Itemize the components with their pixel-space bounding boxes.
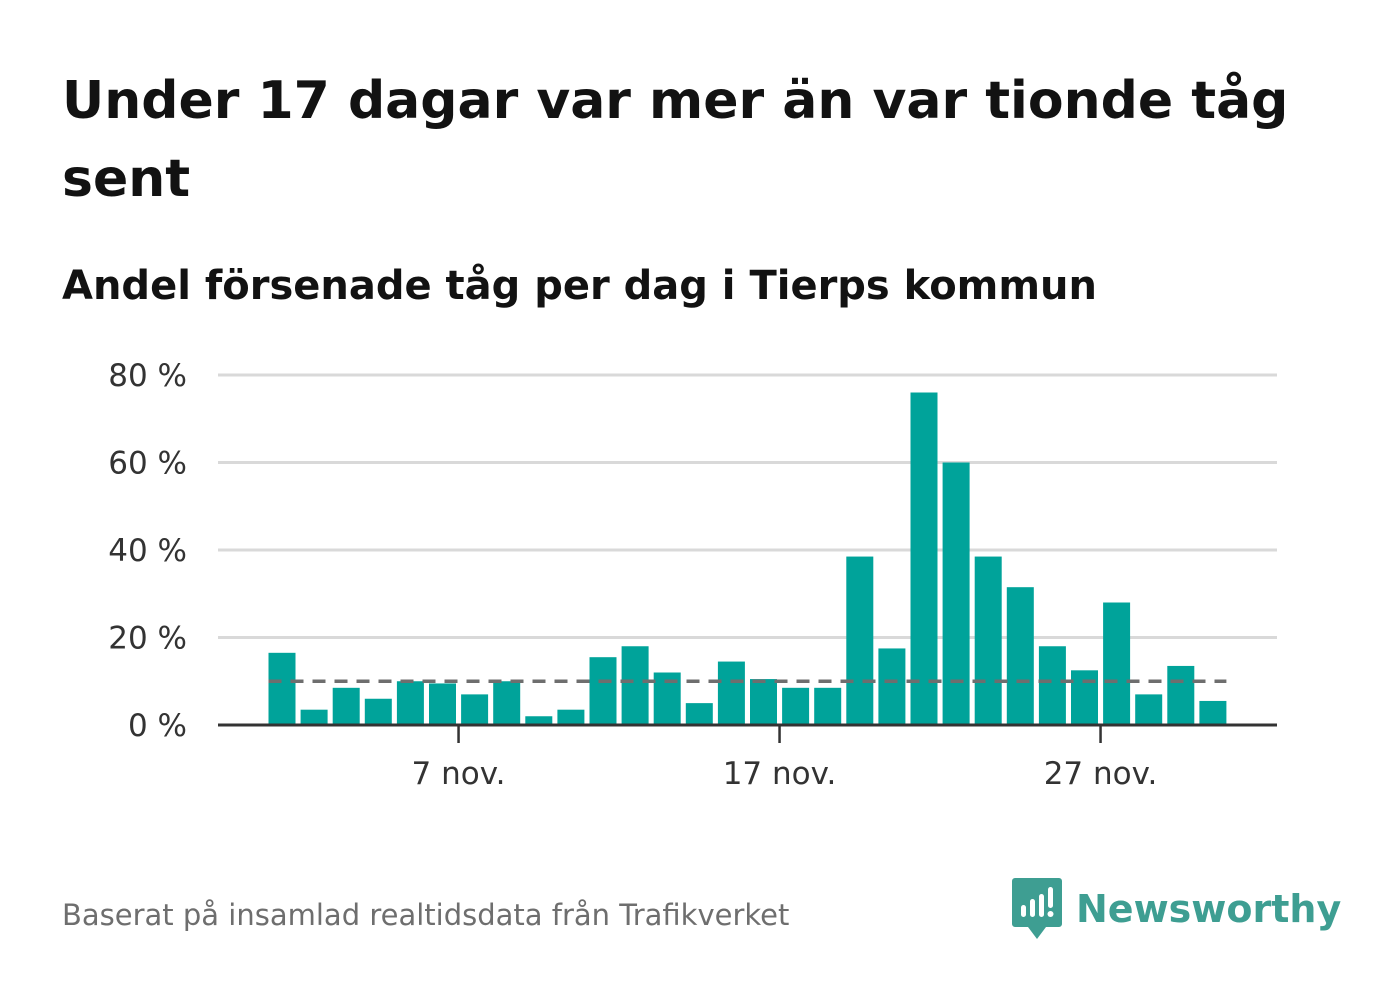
bar xyxy=(332,687,360,725)
bar xyxy=(1071,670,1098,725)
bar xyxy=(942,462,970,725)
y-tick-label: 60 % xyxy=(108,446,187,482)
bar xyxy=(782,687,810,725)
bar xyxy=(300,709,328,725)
bar xyxy=(878,648,906,725)
bar xyxy=(396,681,424,725)
x-axis: 7 nov. 17 nov. 27 nov. xyxy=(218,723,1277,792)
chart-title: Under 17 dagar var mer än var tionde tåg… xyxy=(62,71,1289,209)
bar xyxy=(846,556,874,725)
bar xyxy=(621,646,649,725)
x-tick-label: 7 nov. xyxy=(412,756,506,792)
bar xyxy=(685,703,713,725)
bar xyxy=(1006,587,1034,725)
bar xyxy=(717,661,745,725)
bar xyxy=(493,681,521,725)
bar xyxy=(268,652,296,725)
bar-chart: 0 % 20 % 40 % 60 % 80 % 7 nov. 17 nov. 27 nov. xyxy=(108,358,1277,792)
bar xyxy=(750,679,777,725)
bar xyxy=(814,687,842,725)
bar xyxy=(364,698,392,725)
bar xyxy=(1199,700,1227,725)
bar xyxy=(910,392,938,725)
y-tick-label: 20 % xyxy=(108,621,187,657)
bar xyxy=(525,716,553,725)
bar xyxy=(461,694,489,725)
x-tick-label: 27 nov. xyxy=(1044,756,1158,792)
bar xyxy=(429,683,456,725)
newsworthy-logo-icon xyxy=(1012,878,1062,939)
source-note: Baserat på insamlad realtidsdata från Tr… xyxy=(62,898,790,932)
bar xyxy=(557,709,585,725)
chart-subtitle: Andel försenade tåg per dag i Tierps kom… xyxy=(62,263,1097,309)
bar xyxy=(589,657,617,725)
bar xyxy=(1038,646,1066,725)
y-tick-label: 0 % xyxy=(128,708,187,744)
y-axis-tick-labels: 0 % 20 % 40 % 60 % 80 % xyxy=(108,358,187,744)
grid-lines xyxy=(218,373,1277,639)
brand-name: Newsworthy xyxy=(1076,887,1342,931)
x-tick-label: 17 nov. xyxy=(723,756,837,792)
bar xyxy=(1135,694,1163,725)
bar xyxy=(974,556,1002,725)
y-tick-label: 80 % xyxy=(108,358,187,394)
brand: Newsworthy xyxy=(1012,878,1341,940)
bar xyxy=(1167,665,1195,725)
y-tick-label: 40 % xyxy=(108,533,187,569)
bar xyxy=(1103,602,1131,725)
bars xyxy=(268,392,1227,725)
